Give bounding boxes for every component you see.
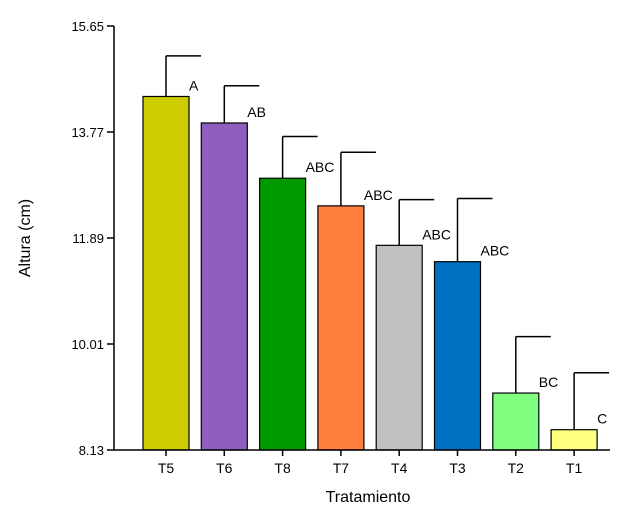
- bar-t5: [142, 95, 190, 451]
- significance-label: ABC: [422, 226, 451, 242]
- significance-label: ABC: [364, 187, 393, 203]
- significance-label: ABC: [481, 243, 510, 259]
- y-axis-ticks: 8.13 10.01 11.89 13.77 15.65: [71, 19, 114, 458]
- bar-t2: [492, 392, 540, 451]
- x-tick-label: T2: [508, 460, 525, 476]
- bar-t8: [259, 177, 307, 451]
- bar-t7: [317, 205, 365, 451]
- y-tick-label: 13.77: [71, 125, 104, 140]
- x-tick-label: T8: [274, 460, 291, 476]
- bar-t6: [200, 122, 248, 451]
- x-tick-label: T5: [158, 460, 175, 476]
- x-tick-label: T7: [333, 460, 350, 476]
- y-tick-label: 15.65: [71, 19, 104, 34]
- y-tick-label: 11.89: [72, 231, 104, 246]
- x-tick-label: T6: [216, 460, 233, 476]
- x-tick-label: T4: [391, 460, 408, 476]
- x-axis-ticks: T5 T6 T8 T7 T4 T3 T2 T1: [158, 450, 583, 476]
- bar-t4: [375, 244, 423, 451]
- significance-label: C: [597, 411, 607, 427]
- bars: [142, 95, 598, 451]
- significance-label: A: [189, 77, 199, 93]
- significance-labels: A AB ABC ABC ABC ABC BC C: [189, 77, 607, 426]
- bar-t3: [433, 261, 482, 451]
- y-tick-label: 10.01: [71, 337, 104, 352]
- significance-label: ABC: [306, 159, 335, 175]
- x-tick-label: T1: [566, 460, 583, 476]
- x-tick-label: T3: [449, 460, 466, 476]
- significance-label: AB: [247, 104, 266, 120]
- y-axis-title: Altura (cm): [17, 199, 34, 277]
- error-bars: [165, 55, 610, 430]
- significance-label: BC: [539, 374, 558, 390]
- bar-t1: [550, 429, 598, 451]
- y-tick-label: 8.13: [79, 443, 104, 458]
- x-axis-title: Tratamiento: [326, 489, 411, 506]
